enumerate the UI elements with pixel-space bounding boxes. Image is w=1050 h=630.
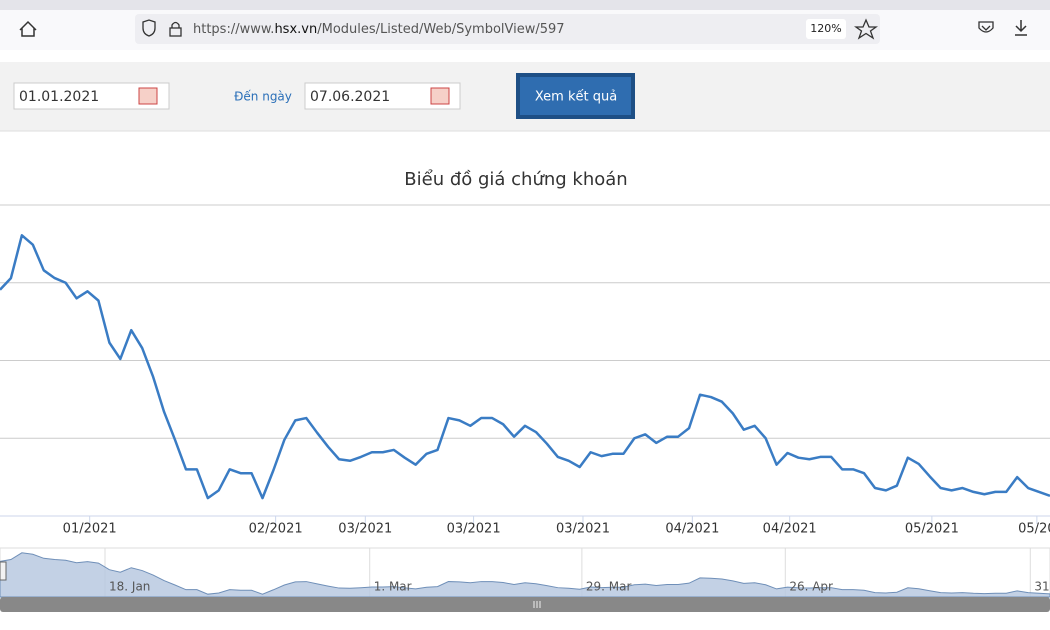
scrollbar-grip bbox=[533, 601, 541, 608]
x-tick-label: 03/2021 bbox=[338, 522, 392, 537]
pocket-icon[interactable] bbox=[978, 21, 994, 33]
navigator-area bbox=[0, 552, 1050, 598]
submit-button-face bbox=[520, 77, 631, 115]
address-bar[interactable] bbox=[135, 14, 880, 44]
download-icon[interactable] bbox=[1015, 20, 1027, 36]
x-tick-label: 05/2021 bbox=[905, 522, 959, 537]
tab-strip bbox=[0, 0, 1050, 10]
navigator-handle bbox=[0, 561, 7, 581]
home-button[interactable] bbox=[19, 20, 37, 37]
url-host: hsx.vn bbox=[274, 22, 317, 37]
zoom-badge[interactable] bbox=[806, 19, 846, 39]
lock-shackle bbox=[171, 21, 180, 28]
bookmark-star[interactable] bbox=[854, 18, 878, 40]
calendar-icon[interactable] bbox=[430, 87, 450, 105]
spacer bbox=[0, 50, 1050, 62]
scrollbar[interactable] bbox=[0, 597, 1050, 612]
x-tick-label: 01/2021 bbox=[63, 522, 117, 537]
url-path: /Modules/Listed/Web/SymbolView/597 bbox=[317, 22, 564, 37]
x-tick-label: 04/2021 bbox=[665, 522, 719, 537]
chart: 01/2021 02/2021 03/2021 03/2021 03/2021 04/20… bbox=[0, 204, 1050, 612]
x-tick-label: 04/2021 bbox=[763, 522, 817, 537]
chart-title: Biểu đồ giá chứng khoán bbox=[404, 169, 627, 190]
from-date: 01.01.2021 bbox=[19, 89, 99, 105]
x-tick-label: 03/2021 bbox=[556, 522, 610, 537]
x-tick-label: 03/2021 bbox=[447, 522, 501, 537]
x-tick-label: 02/2021 bbox=[249, 522, 303, 537]
url-prefix: https://www. bbox=[193, 22, 274, 37]
zoom-level: 120% bbox=[810, 22, 841, 35]
calendar-icon[interactable] bbox=[138, 87, 158, 105]
url: https://www.hsx.vn/Modules/Listed/Web/Sy… bbox=[193, 22, 565, 37]
shield-icon[interactable] bbox=[142, 19, 156, 37]
to-label: Đến ngày bbox=[234, 90, 292, 104]
to-date: 07.06.2021 bbox=[310, 89, 390, 105]
price-line bbox=[0, 234, 1050, 500]
navigator-label: 26. Apr bbox=[789, 580, 833, 594]
navigator-label: 1. Mar bbox=[374, 580, 412, 594]
navigator-label: 29. Mar bbox=[586, 580, 632, 594]
x-tick-label: 05/20 bbox=[1018, 522, 1050, 537]
submit-label: Xem kết quả bbox=[535, 90, 617, 105]
navigator-label: 18. Jan bbox=[109, 580, 150, 594]
lock-icon[interactable] bbox=[169, 27, 182, 37]
navigator-label: 31. bbox=[1034, 580, 1050, 594]
